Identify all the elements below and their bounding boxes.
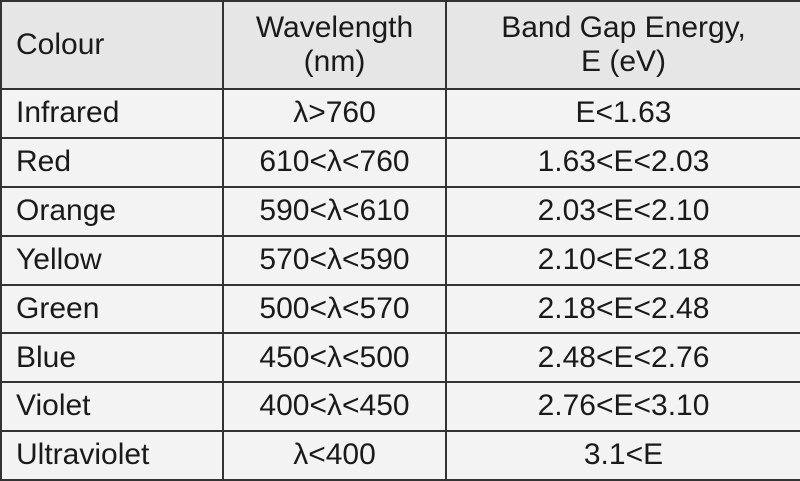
- value-cell: 590<λ<610: [222, 185, 447, 237]
- colour-cell: Violet: [0, 381, 224, 433]
- value-cell: 2.10<E<2.18: [445, 234, 800, 286]
- table-row: Ultraviolet λ<400 3.1<E: [0, 430, 800, 481]
- table-row: Yellow 570<λ<590 2.10<E<2.18: [0, 234, 800, 286]
- header-cell: Colour: [0, 0, 224, 90]
- value-cell: λ>760: [222, 88, 447, 139]
- header-row: Colour Wavelength (nm) Band Gap Energy, E …: [0, 0, 800, 90]
- value-cell: E<1.63: [445, 88, 800, 139]
- table-row: Blue 450<λ<500 2.48<E<2.76: [0, 332, 800, 384]
- value-cell: 2.03<E<2.10: [445, 185, 800, 237]
- colour-cell: Red: [0, 136, 224, 188]
- value-cell: 2.18<E<2.48: [445, 283, 800, 335]
- table-row: Violet 400<λ<450 2.76<E<3.10: [0, 381, 800, 433]
- value-cell: 450<λ<500: [222, 332, 447, 384]
- colour-cell: Orange: [0, 185, 224, 237]
- value-cell: 3.1<E: [445, 430, 800, 481]
- value-cell: 570<λ<590: [222, 234, 447, 286]
- table-row: Infrared λ>760 E<1.63: [0, 88, 800, 139]
- colour-cell: Ultraviolet: [0, 430, 224, 481]
- table-row: Green 500<λ<570 2.18<E<2.48: [0, 283, 800, 335]
- value-cell: λ<400: [222, 430, 447, 481]
- table-row: Red 610<λ<760 1.63<E<2.03: [0, 136, 800, 188]
- value-cell: 610<λ<760: [222, 136, 447, 188]
- header-cell: Wavelength (nm): [222, 0, 447, 90]
- value-cell: 400<λ<450: [222, 381, 447, 433]
- table-row: Orange 590<λ<610 2.03<E<2.10: [0, 185, 800, 237]
- value-cell: 500<λ<570: [222, 283, 447, 335]
- value-cell: 1.63<E<2.03: [445, 136, 800, 188]
- colour-cell: Yellow: [0, 234, 224, 286]
- colour-cell: Infrared: [0, 88, 224, 139]
- colour-cell: Green: [0, 283, 224, 335]
- colour-cell: Blue: [0, 332, 224, 384]
- table-body: Infrared λ>760 E<1.63 Red 610<λ<760 1.63<E<2.…: [0, 88, 800, 481]
- value-cell: 2.76<E<3.10: [445, 381, 800, 433]
- value-cell: 2.48<E<2.76: [445, 332, 800, 384]
- header-cell: Band Gap Energy, E (eV): [445, 0, 800, 90]
